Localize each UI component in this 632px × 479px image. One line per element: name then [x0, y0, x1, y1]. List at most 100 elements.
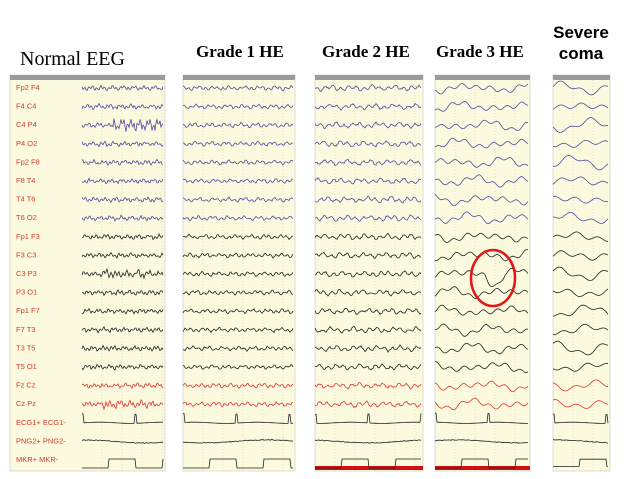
trace: [314, 288, 422, 297]
channel-label: Fz Cz: [16, 381, 36, 390]
trace: [552, 176, 609, 186]
trace: [182, 103, 294, 110]
channel-label: C4 P4: [16, 120, 37, 129]
trace: [434, 83, 529, 95]
marker-bar: [435, 466, 530, 470]
panel-title: Severe coma: [553, 23, 609, 63]
trace: [314, 363, 422, 371]
channel-label: Fp2 F4: [16, 83, 40, 92]
trace: [552, 288, 609, 297]
trace: [81, 325, 164, 334]
panel-title: Grade 1 HE: [196, 42, 284, 61]
trace: [81, 140, 164, 148]
trace: [552, 379, 609, 392]
trace: [552, 304, 609, 317]
trace: [81, 251, 164, 259]
trace: [182, 178, 293, 184]
trace: [314, 307, 422, 316]
trace: [314, 214, 422, 222]
panel-title: Normal EEG: [20, 48, 125, 70]
trace: [81, 289, 164, 297]
panel-header: [435, 75, 530, 80]
channel-label: Cz Pz: [16, 399, 36, 408]
trace: [552, 323, 609, 336]
trace: [553, 458, 608, 467]
channel-label: T4 T6: [16, 195, 35, 204]
trace: [434, 193, 529, 207]
trace: [552, 140, 609, 148]
channel-label: Fp2 F8: [16, 157, 40, 166]
trace: [434, 137, 529, 149]
trace: [182, 195, 294, 203]
trace: [182, 121, 294, 129]
channel-label: C3 P3: [16, 269, 37, 278]
trace: [552, 399, 609, 409]
panel-title: Grade 2 HE: [322, 42, 410, 61]
trace: [434, 361, 529, 374]
trace: [81, 84, 164, 92]
trace: [435, 119, 529, 132]
trace: [434, 380, 529, 393]
trace: [552, 266, 609, 281]
trace: [552, 117, 609, 133]
trace: [182, 159, 294, 166]
trace: [434, 439, 529, 444]
trace: [314, 140, 422, 148]
trace: [182, 270, 294, 278]
trace: [182, 363, 294, 370]
trace: [82, 232, 164, 241]
highlight-circle: [469, 248, 517, 308]
panel-header: [315, 75, 423, 80]
channel-label: F7 T3: [16, 325, 35, 334]
trace: [552, 154, 609, 171]
trace: [81, 214, 164, 222]
trace: [552, 195, 609, 204]
trace: [183, 458, 293, 469]
channel-label: P4 O2: [16, 139, 37, 148]
trace: [314, 102, 422, 111]
trace: [314, 270, 422, 278]
trace: [314, 121, 422, 130]
trace: [81, 307, 164, 315]
trace: [314, 177, 422, 185]
trace: [182, 326, 294, 334]
trace: [182, 308, 294, 315]
channel-label: F8 T4: [16, 176, 35, 185]
trace: [314, 195, 422, 204]
trace: [314, 83, 422, 93]
panel-header: [10, 75, 165, 80]
trace: [81, 382, 164, 390]
trace: [314, 158, 422, 167]
trace: [552, 439, 609, 444]
trace: [435, 412, 528, 424]
trace: [314, 325, 422, 334]
trace: [182, 401, 294, 408]
trace: [182, 140, 294, 147]
trace: [81, 196, 164, 204]
trace: [81, 118, 164, 132]
trace: [81, 413, 163, 424]
trace: [81, 439, 164, 444]
channel-label: T5 O1: [16, 362, 37, 371]
channel-label: Fp1 F7: [16, 306, 40, 315]
channel-label: F4 C4: [16, 102, 36, 111]
trace: [182, 439, 294, 444]
trace: [182, 252, 294, 259]
channel-label: Fp1 F3: [16, 232, 40, 241]
trace: [434, 211, 529, 225]
panel-bg: [182, 74, 296, 472]
trace: [552, 362, 609, 372]
trace: [434, 304, 529, 316]
trace: [552, 340, 609, 356]
trace: [314, 400, 422, 409]
trace: [553, 413, 609, 424]
trace: [552, 80, 609, 96]
trace: [182, 345, 294, 352]
trace: [182, 289, 294, 296]
trace: [81, 158, 164, 166]
channel-label: F3 C3: [16, 250, 36, 259]
panel-title: Grade 3 HE: [436, 42, 524, 61]
trace: [434, 174, 529, 188]
